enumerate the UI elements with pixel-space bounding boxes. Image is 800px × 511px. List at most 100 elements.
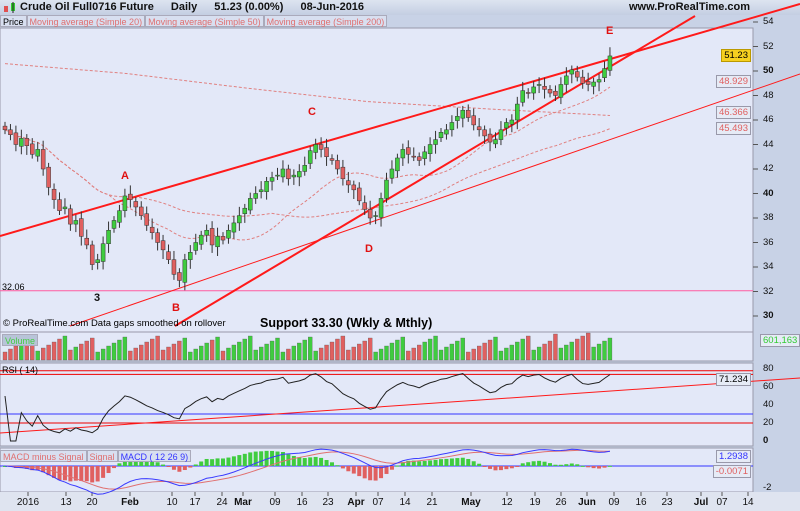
candle-body (476, 126, 482, 131)
macd-hist-bar (259, 451, 264, 466)
candle-body (242, 207, 248, 214)
rsi-tick-label: 80 (763, 363, 774, 374)
candle-body (416, 156, 422, 161)
macd-hist-bar (482, 466, 487, 467)
volume-bar (324, 344, 329, 361)
candle-body (166, 251, 171, 260)
macd-hist-bar (210, 459, 215, 466)
volume-bar (547, 340, 553, 361)
legend-price[interactable]: Price (0, 15, 27, 27)
candle-body (149, 226, 155, 233)
candle-body (193, 242, 198, 251)
volume-bar (209, 339, 215, 361)
volume-bar (231, 344, 237, 361)
candle-body (291, 174, 297, 178)
x-tick-label: 23 (661, 497, 673, 508)
x-tick-label: 13 (60, 497, 72, 508)
candle-body (226, 230, 231, 239)
candle-body (351, 184, 357, 191)
candle-body (509, 119, 515, 125)
candle-body (515, 103, 520, 121)
candle-body (182, 259, 188, 283)
x-tick-label: 23 (322, 497, 334, 508)
instrument-title: Crude Oil Full0716 Future (20, 1, 154, 13)
volume-bar (515, 341, 520, 361)
legend-signal[interactable]: Signal (86, 450, 118, 462)
volume-bar (335, 338, 340, 361)
volume-bar (35, 350, 40, 361)
volume-bar (575, 338, 580, 361)
macd-hist-bar (177, 466, 182, 472)
macd-hist-bar (488, 466, 493, 469)
volume-bar (220, 350, 226, 361)
volume-bar (199, 345, 204, 361)
rsi-trendline (0, 377, 800, 434)
candle-body (258, 189, 264, 192)
x-tick-label: 21 (426, 497, 438, 508)
macd-tick-label: -2 (763, 482, 772, 493)
macd-hist-bar (449, 458, 454, 466)
macd-hist-bar (439, 459, 443, 466)
last-price: 51.23 (0.00%) (214, 1, 284, 13)
legend-volume[interactable]: Volume (2, 334, 39, 346)
candle-body (155, 232, 160, 243)
legend-macd-hist[interactable]: MACD minus Signal (0, 450, 87, 462)
candle-body (569, 69, 575, 75)
macd-hist-bar (466, 459, 471, 466)
macd-hist-bar (504, 466, 509, 470)
candle-body (62, 206, 68, 210)
candle-body (313, 144, 318, 153)
macd-hist-bar (30, 466, 35, 471)
legend-ma20[interactable]: Moving average (Simple 20) (26, 15, 146, 27)
legend-rsi[interactable]: RSI ( 14) (2, 365, 39, 375)
macd-hist-bar (417, 461, 422, 466)
volume-bar (139, 344, 144, 361)
volume-bar (302, 339, 307, 361)
candle-body (553, 90, 558, 96)
candle-body (449, 122, 455, 131)
volume-bar (586, 332, 591, 361)
candle-body (30, 143, 35, 155)
legend-ma200[interactable]: Moving average (Simple 200) (263, 15, 388, 27)
candle-body (144, 213, 149, 226)
macd-diff-tag: -0.0071 (712, 465, 751, 478)
rsi-line (4, 372, 611, 442)
legend-ma50[interactable]: Moving average (Simple 50) (145, 15, 264, 27)
volume-bar (73, 346, 78, 361)
candle-body (280, 168, 286, 178)
x-tick-label: 2016 (16, 497, 40, 508)
price-legend-row: Price Moving average (Simple 20) Moving … (0, 15, 388, 27)
price-tick-label: 36 (763, 236, 774, 248)
macd-hist-bar (182, 466, 187, 471)
candle-body (2, 125, 8, 131)
candle-body (269, 177, 275, 182)
x-tick-label: Jun (578, 497, 596, 508)
candle-body (536, 84, 542, 86)
candle-body (286, 168, 291, 180)
rsi-tick-label: 60 (763, 381, 774, 392)
legend-macd[interactable]: MACD ( 12 26 9) (117, 450, 192, 462)
site-link[interactable]: www.ProRealTime.com (628, 1, 750, 13)
volume-bar (378, 348, 384, 361)
macd-hist-bar (46, 466, 51, 476)
signal-line (4, 449, 610, 490)
candle-body (139, 206, 144, 216)
upper-trendline (0, 3, 800, 237)
candle-body (95, 259, 100, 263)
macd-hist-bar (264, 450, 269, 466)
volume-bar (275, 337, 280, 361)
volume-bar (504, 347, 509, 361)
volume-bar (280, 351, 286, 361)
candle-body (171, 259, 177, 275)
rsi-tick-label: 40 (763, 399, 774, 410)
x-axis-band (0, 492, 800, 511)
candle-body (596, 79, 602, 83)
rsi-tick-label: 0 (763, 435, 769, 446)
candle-body (220, 236, 226, 241)
volume-bar (177, 340, 182, 361)
macd-hist-bar (515, 466, 520, 467)
volume-legend-row: Volume (2, 334, 39, 346)
candle-body (520, 90, 525, 103)
macd-hist-bar (340, 466, 345, 469)
